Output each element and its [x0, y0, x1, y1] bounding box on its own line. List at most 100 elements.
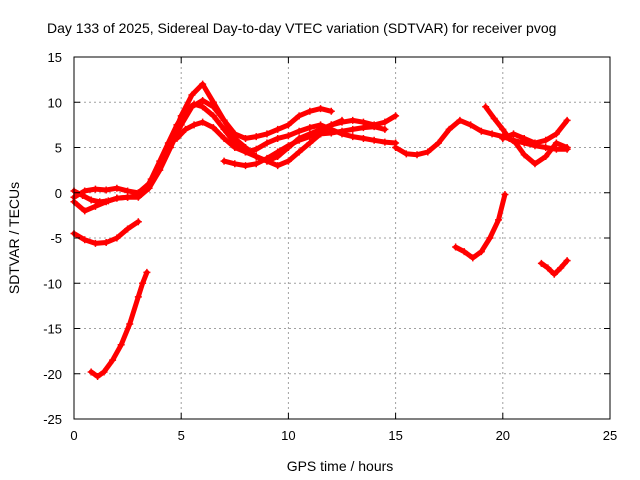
y-tick-label: -5 [50, 231, 62, 246]
data-point [113, 234, 121, 242]
data-point [512, 139, 520, 147]
data-point [306, 124, 314, 132]
data-point [252, 133, 260, 141]
data-point [482, 103, 490, 111]
y-axis-label: SDTVAR / TECUs [6, 182, 22, 294]
data-point [113, 184, 121, 192]
data-point [231, 134, 239, 142]
points-track-g [220, 123, 389, 170]
data-point [306, 139, 314, 147]
x-tick-label: 10 [281, 428, 295, 443]
data-point [306, 133, 314, 141]
data-point [520, 151, 528, 159]
data-point [220, 134, 228, 142]
data-point [188, 103, 196, 111]
data-point [295, 148, 303, 156]
data-point [231, 144, 239, 151]
data-point [190, 121, 198, 129]
data-point [209, 124, 217, 132]
data-point [102, 186, 110, 194]
data-point [381, 125, 389, 133]
data-point [220, 157, 228, 165]
data-point [338, 116, 346, 124]
data-point [145, 180, 153, 188]
data-point [469, 254, 477, 262]
data-point [370, 123, 378, 131]
data-point [284, 132, 292, 140]
points-track-l [537, 257, 571, 278]
series-track-h [393, 117, 570, 158]
data-point [124, 225, 132, 233]
data-point [552, 130, 560, 138]
points-track-i [482, 103, 571, 168]
data-point [124, 187, 132, 195]
data-point [563, 257, 571, 265]
data-point [359, 134, 367, 142]
data-point [81, 207, 89, 215]
data-point [317, 121, 325, 129]
y-tick-label: -10 [43, 276, 62, 291]
data-point [263, 139, 271, 147]
data-point [274, 134, 282, 142]
x-tick-label: 0 [70, 428, 77, 443]
data-point [563, 144, 571, 151]
points-track-d [70, 218, 142, 247]
data-point [166, 139, 174, 147]
data-point [91, 185, 99, 193]
data-point [284, 142, 292, 150]
data-point [392, 112, 400, 120]
points-track-j [499, 116, 571, 147]
data-point [94, 372, 102, 380]
data-point [477, 248, 485, 256]
data-point [537, 259, 545, 267]
data-point [501, 191, 509, 199]
points-track-e [87, 268, 151, 380]
data-marks [70, 80, 571, 380]
points-track-c [70, 80, 346, 201]
x-tick-label: 25 [603, 428, 617, 443]
data-point [274, 125, 282, 133]
y-tick-label: 0 [55, 186, 62, 201]
series-track-k [453, 192, 508, 261]
series-track-g [221, 124, 388, 169]
data-point [263, 154, 271, 162]
data-point [550, 270, 558, 278]
y-tick-label: 5 [55, 141, 62, 156]
data-point [531, 139, 539, 147]
data-point [220, 116, 228, 124]
data-point [542, 144, 550, 151]
data-point [199, 80, 207, 88]
data-point [327, 129, 335, 137]
data-point [91, 239, 99, 247]
data-point [274, 148, 282, 156]
data-point [349, 116, 357, 124]
data-point [413, 151, 421, 159]
data-point [295, 112, 303, 120]
data-point [445, 125, 453, 133]
data-point [563, 116, 571, 124]
data-point [100, 368, 108, 376]
data-point [542, 136, 550, 144]
y-tick-label: 15 [48, 50, 62, 65]
data-point [139, 279, 147, 287]
data-point [173, 134, 181, 142]
x-axis-label: GPS time / hours [287, 458, 394, 474]
y-tick-label: -15 [43, 322, 62, 337]
data-point [87, 196, 95, 204]
x-tick-label: 5 [178, 428, 185, 443]
data-point [242, 134, 250, 142]
data-point [274, 162, 282, 170]
data-point [349, 133, 357, 141]
data-point [381, 138, 389, 146]
data-point [434, 139, 442, 147]
data-point [252, 153, 260, 161]
data-point [209, 112, 217, 120]
data-point [557, 264, 565, 272]
data-point [181, 125, 189, 133]
points-track-k [452, 191, 509, 262]
data-point [134, 218, 142, 226]
data-point [295, 127, 303, 135]
data-point [359, 124, 367, 132]
data-point [306, 107, 314, 115]
data-point [102, 198, 110, 206]
